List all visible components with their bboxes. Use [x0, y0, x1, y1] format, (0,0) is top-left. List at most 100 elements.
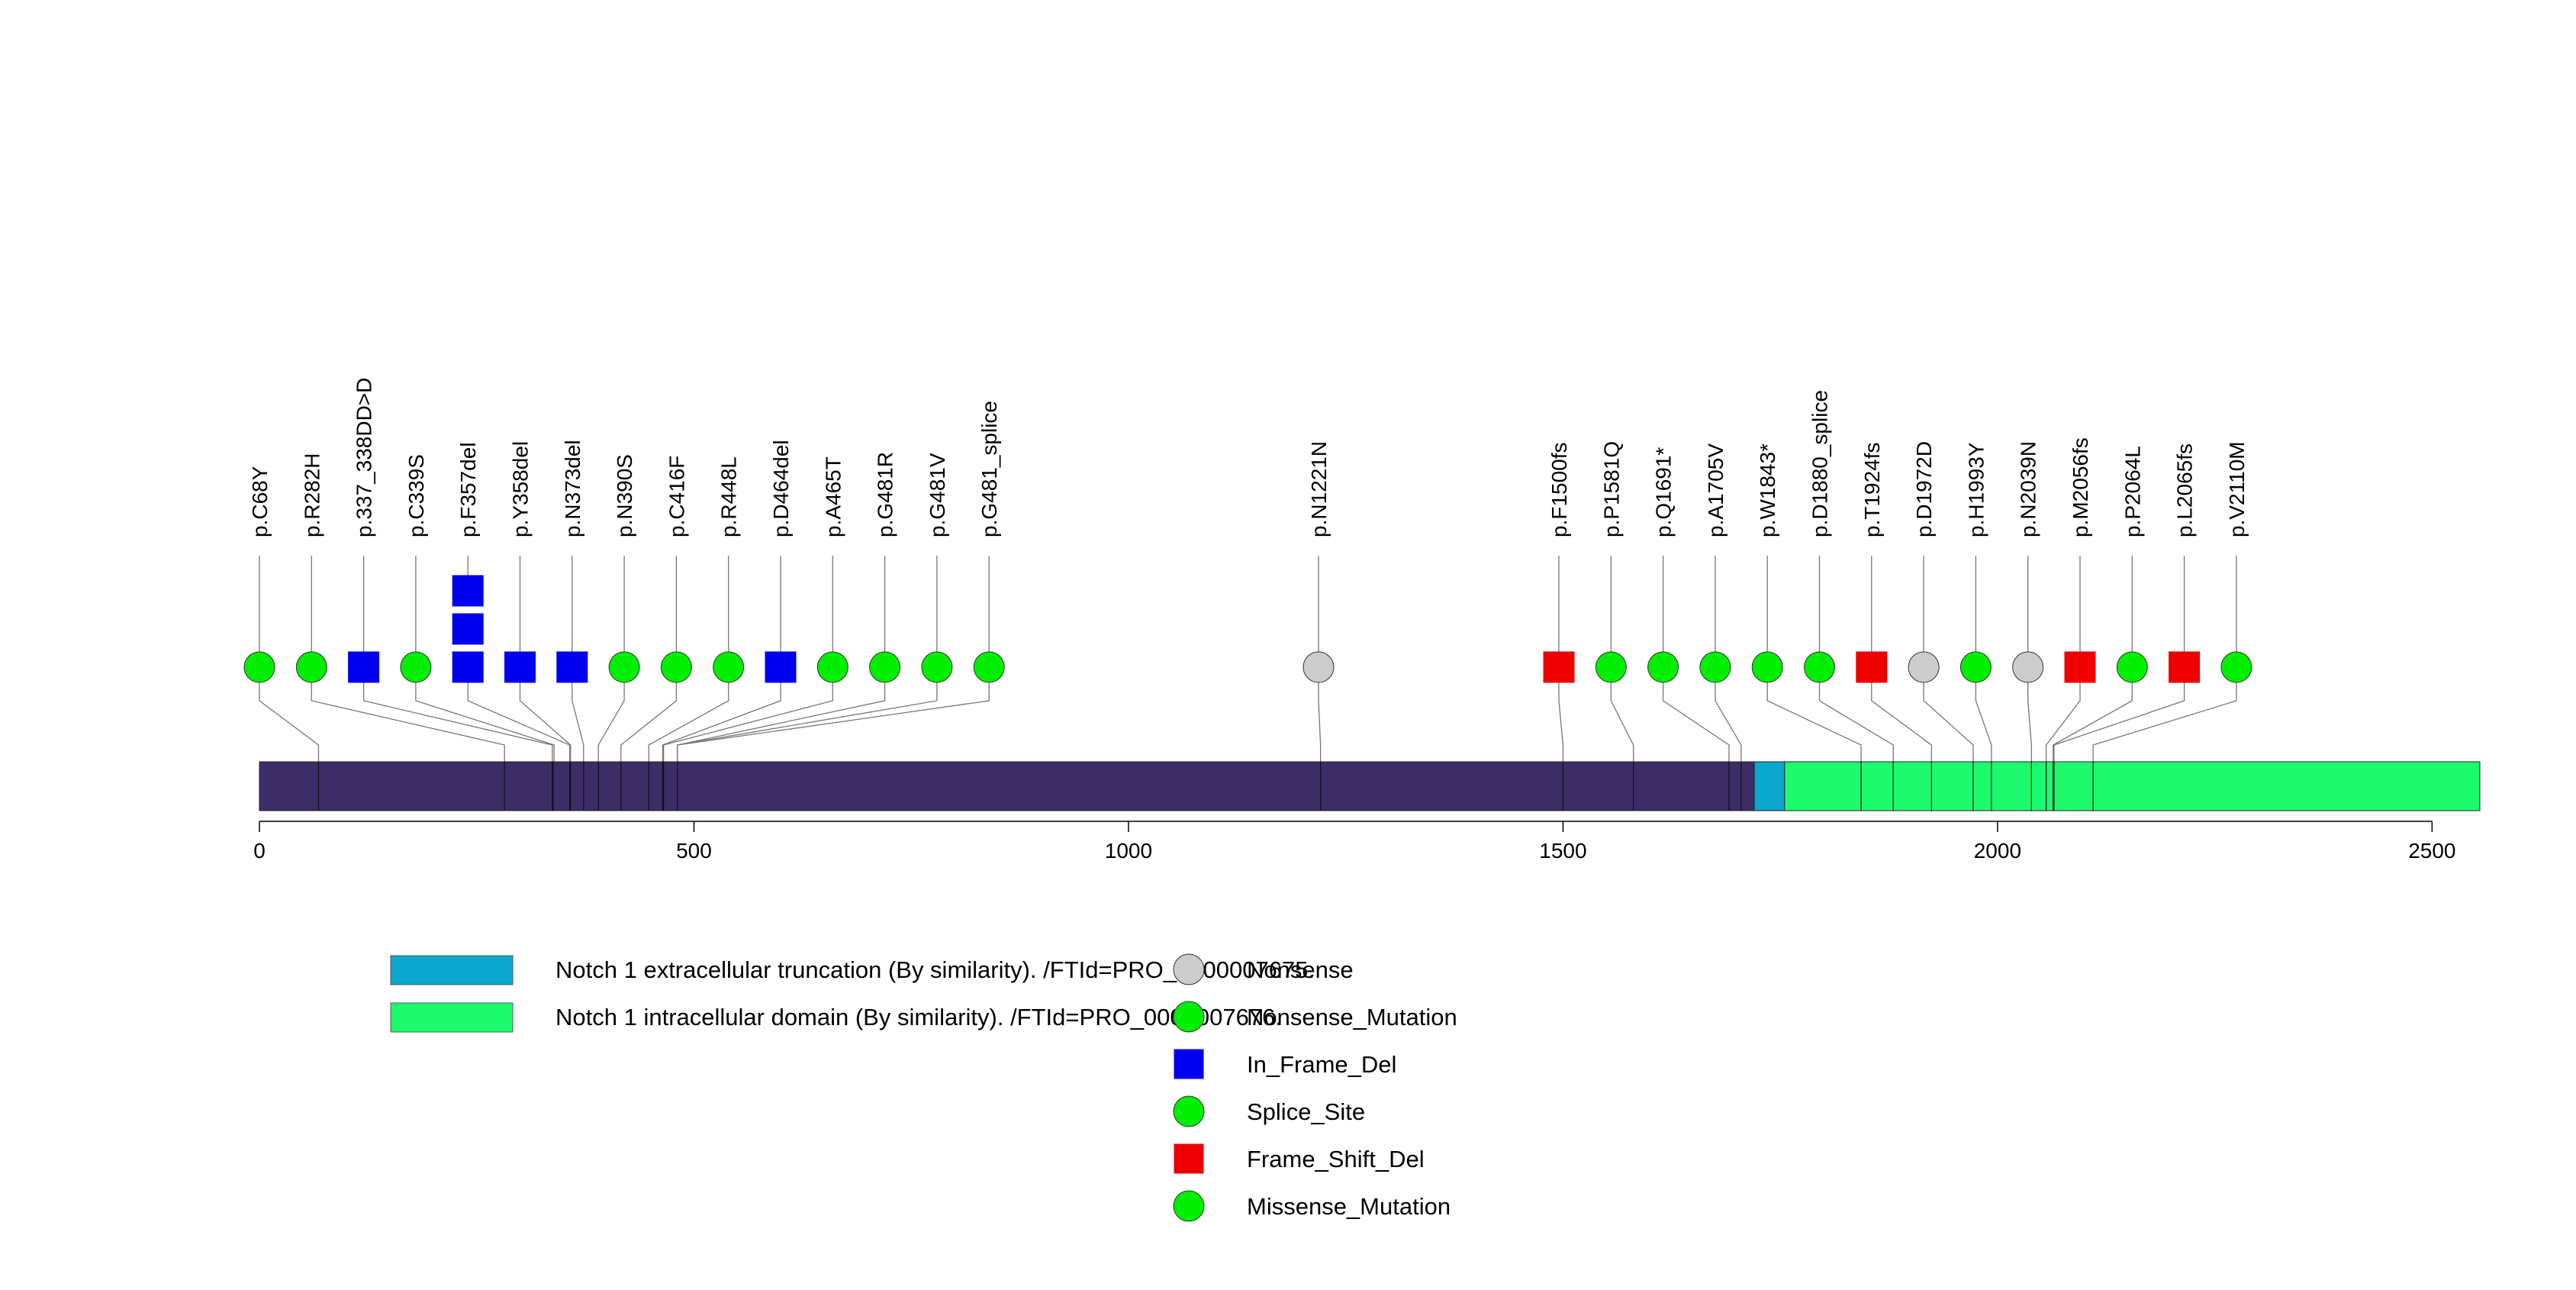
- mutation-marker-square: [504, 651, 536, 683]
- mutation-connector: [1818, 682, 1894, 762]
- mutation-label: p.D1972D: [1912, 441, 1936, 537]
- mutation-connector: [597, 682, 625, 762]
- mutation-marker-circle: [816, 651, 848, 683]
- mutation-connector: [648, 682, 729, 762]
- mutation-connector: [1318, 682, 1322, 762]
- x-tick-label: 2500: [2408, 839, 2455, 863]
- mutation-label: p.V2110M: [2225, 441, 2249, 537]
- mutation-connector: [1662, 682, 1730, 762]
- mutation-connector: [2053, 682, 2133, 762]
- mutation-connector: [662, 682, 781, 762]
- mutation-connectors: [259, 682, 2237, 762]
- mutation-marker-square: [556, 651, 588, 683]
- mutation-marker-square: [2064, 651, 2096, 683]
- mutation-label: p.L2065fs: [2173, 443, 2197, 537]
- mutation-label: p.Y358del: [509, 441, 533, 537]
- mutation-type-legend: Nonsense Nonsense_Mutation In_Frame_Del Spl…: [1173, 953, 1457, 1222]
- x-tick-label: 1000: [1105, 839, 1152, 863]
- mutation-connector: [2027, 682, 2032, 762]
- mutation-marker-circle: [713, 651, 745, 683]
- mutation-connector: [1766, 682, 1862, 762]
- mutation-label: p.Q1691*: [1652, 447, 1676, 537]
- mutation-connector: [1975, 682, 1992, 762]
- mutation-label: p.C68Y: [248, 466, 272, 537]
- mutation-label: p.C339S: [404, 454, 428, 537]
- mutation-connector: [662, 682, 833, 762]
- mutation-marker-square: [2169, 651, 2201, 683]
- mutation-labels: p.C68Y p.R282H p.337_338DD>D p.C339S p.F357d…: [248, 378, 2249, 537]
- mutation-connector: [677, 682, 990, 762]
- domain-legend-label: Notch 1 intracellular domain (By similar…: [555, 1004, 1282, 1030]
- mutation-marker-circle: [869, 651, 901, 683]
- mutation-label: p.P1581Q: [1599, 441, 1623, 537]
- type-legend-label: Frame_Shift_Del: [1247, 1146, 1425, 1172]
- mutation-label: p.M2056fs: [2069, 437, 2092, 537]
- domain-1: [1784, 761, 2481, 811]
- mutation-label: p.W1843*: [1756, 443, 1779, 537]
- type-legend-swatch: [1173, 953, 1205, 985]
- mutation-connector: [1923, 682, 1974, 762]
- mutation-connector: [677, 682, 938, 762]
- mutation-marker-square: [1543, 651, 1575, 683]
- mutation-marker-circle: [608, 651, 640, 683]
- mutation-marker-circle: [295, 651, 327, 683]
- mutation-connector: [572, 682, 584, 762]
- mutation-connector: [1558, 682, 1564, 762]
- mutation-marker-square: [452, 575, 484, 607]
- mutation-connector: [519, 682, 572, 762]
- mutation-label: p.D1880_splice: [1808, 390, 1832, 537]
- domain-legend-swatch: [390, 1002, 514, 1033]
- mutation-label: p.T1924fs: [1860, 442, 1884, 537]
- x-axis: 0 500 1000 1500 2000 2500: [253, 821, 2456, 863]
- domain-legend-swatch: [390, 955, 514, 985]
- type-legend-label: In_Frame_Del: [1247, 1051, 1396, 1078]
- mutation-markers: [243, 575, 2252, 683]
- mutation-connector: [620, 682, 678, 762]
- mutation-label: p.R448L: [717, 456, 741, 537]
- mutation-connector: [362, 682, 553, 762]
- type-legend-label: Nonsense: [1247, 956, 1354, 983]
- mutation-label: p.C416F: [665, 456, 688, 537]
- type-legend-swatch: [1173, 1190, 1205, 1222]
- mutation-marker-circle: [1699, 651, 1731, 683]
- mutation-connector: [2046, 682, 2081, 762]
- type-legend-label: Splice_Site: [1247, 1098, 1365, 1125]
- mutation-label: p.F1500fs: [1547, 442, 1571, 537]
- mutation-label: p.337_338DD>D: [353, 378, 376, 537]
- mutation-marker-square: [1856, 651, 1888, 683]
- mutation-marker-circle: [1908, 651, 1940, 683]
- mutation-label: p.D464del: [769, 440, 793, 537]
- mutation-label: p.A465T: [821, 456, 845, 537]
- x-tick-label: 2000: [1974, 839, 2021, 863]
- protein-backbone: [259, 761, 2481, 811]
- domain-0: [1753, 761, 1785, 811]
- mutation-label: p.G481V: [926, 453, 949, 537]
- mutation-marker-square: [452, 651, 484, 683]
- mutation-connector: [415, 682, 555, 762]
- mutation-marker-circle: [243, 651, 275, 683]
- mutation-label: p.G481_splice: [977, 401, 1001, 537]
- mutation-marker-circle: [1804, 651, 1835, 683]
- mutation-label: p.N373del: [561, 440, 584, 537]
- mutation-connector: [2092, 682, 2237, 762]
- x-tick-label: 0: [253, 839, 266, 863]
- mutation-connector: [2053, 682, 2185, 762]
- mutation-marker-circle: [1595, 651, 1627, 683]
- mutation-label: p.A1705V: [1704, 443, 1728, 537]
- mutation-marker-circle: [921, 651, 953, 683]
- mutation-label: p.R282H: [300, 453, 324, 537]
- mutation-connector: [259, 682, 320, 762]
- mutation-connector: [467, 682, 571, 762]
- mutation-label: p.N390S: [613, 454, 636, 537]
- mutation-marker-circle: [1751, 651, 1783, 683]
- mutation-label: p.G481R: [874, 452, 897, 537]
- mutation-marker-square: [348, 651, 380, 683]
- mutation-label: p.F357del: [456, 442, 480, 537]
- mutation-marker-square: [765, 651, 797, 683]
- mutation-label: p.H1993Y: [1964, 442, 1988, 537]
- mutation-marker-circle: [1647, 651, 1679, 683]
- mutation-connector: [677, 682, 886, 762]
- mutation-marker-circle: [1302, 651, 1335, 683]
- x-tick-label: 1500: [1539, 839, 1586, 863]
